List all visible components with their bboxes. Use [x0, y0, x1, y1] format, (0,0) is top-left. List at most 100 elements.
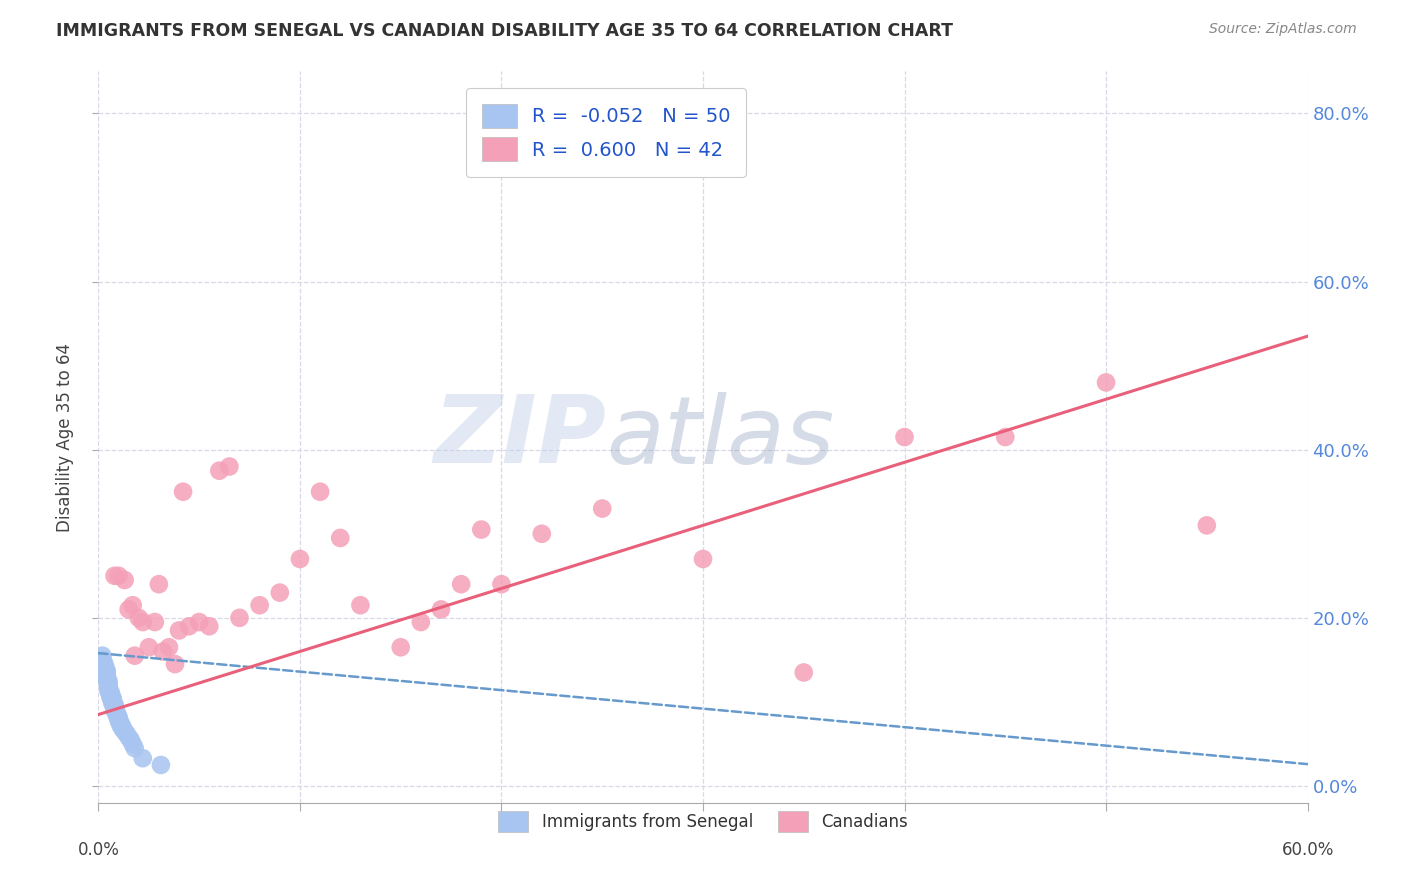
Point [103, 569, 125, 583]
Point [107, 714, 129, 728]
Point [107, 712, 129, 726]
Point [100, 688, 122, 702]
Point [115, 727, 138, 741]
Point [96, 665, 118, 680]
Point [470, 523, 492, 537]
Point [97, 680, 120, 694]
Text: IMMIGRANTS FROM SENEGAL VS CANADIAN DISABILITY AGE 35 TO 64 CORRELATION CHART: IMMIGRANTS FROM SENEGAL VS CANADIAN DISA… [56, 22, 953, 40]
Point [1095, 376, 1118, 390]
Point [118, 730, 141, 744]
Text: atlas: atlas [606, 392, 835, 483]
Point [152, 644, 174, 658]
Point [103, 701, 125, 715]
Point [172, 484, 194, 499]
Point [96, 663, 118, 677]
Point [309, 484, 332, 499]
Point [110, 718, 132, 732]
Point [93, 661, 115, 675]
Point [91, 655, 114, 669]
Point [101, 697, 124, 711]
Point [491, 577, 513, 591]
Point [132, 751, 155, 765]
Point [228, 611, 250, 625]
Point [105, 707, 128, 722]
Point [1195, 518, 1218, 533]
Point [97, 678, 120, 692]
Point [91, 657, 114, 671]
Point [208, 464, 231, 478]
Point [124, 741, 146, 756]
Point [149, 758, 172, 772]
Point [93, 659, 115, 673]
Point [450, 577, 472, 591]
Point [143, 615, 166, 629]
Point [97, 682, 120, 697]
Legend: Immigrants from Senegal, Canadians: Immigrants from Senegal, Canadians [492, 805, 914, 838]
Point [96, 668, 118, 682]
Point [96, 670, 118, 684]
Point [121, 599, 143, 613]
Point [93, 657, 115, 671]
Point [93, 663, 115, 677]
Point [103, 703, 125, 717]
Point [132, 615, 155, 629]
Point [269, 585, 291, 599]
Point [148, 577, 170, 591]
Point [591, 501, 613, 516]
Point [249, 599, 271, 613]
Point [107, 569, 129, 583]
Point [157, 640, 180, 655]
Point [101, 690, 124, 705]
Text: 60.0%: 60.0% [1281, 840, 1334, 859]
Point [100, 685, 122, 699]
Point [91, 653, 114, 667]
Point [97, 676, 120, 690]
Point [96, 672, 118, 686]
Point [101, 695, 124, 709]
Point [188, 615, 211, 629]
Y-axis label: Disability Age 35 to 64: Disability Age 35 to 64 [56, 343, 75, 532]
Point [118, 602, 141, 616]
Point [103, 699, 125, 714]
Point [128, 611, 150, 625]
Point [893, 430, 915, 444]
Point [105, 705, 128, 719]
Point [114, 573, 136, 587]
Point [111, 720, 134, 734]
Point [389, 640, 412, 655]
Point [692, 552, 714, 566]
Point [107, 710, 129, 724]
Point [114, 724, 136, 739]
Point [167, 624, 190, 638]
Point [138, 640, 160, 655]
Point [111, 722, 134, 736]
Point [91, 648, 114, 663]
Point [96, 665, 118, 680]
Point [110, 715, 132, 730]
Point [97, 684, 120, 698]
Point [198, 619, 221, 633]
Point [163, 657, 186, 671]
Point [288, 552, 311, 566]
Point [124, 648, 146, 663]
Point [179, 619, 201, 633]
Point [994, 430, 1017, 444]
Point [120, 732, 142, 747]
Point [530, 526, 553, 541]
Text: Source: ZipAtlas.com: Source: ZipAtlas.com [1209, 22, 1357, 37]
Text: ZIP: ZIP [433, 391, 606, 483]
Point [100, 686, 122, 700]
Point [409, 615, 432, 629]
Point [329, 531, 352, 545]
Point [100, 690, 122, 705]
Point [349, 599, 371, 613]
Text: 0.0%: 0.0% [77, 840, 120, 859]
Point [96, 673, 118, 688]
Point [103, 698, 125, 712]
Point [793, 665, 815, 680]
Point [97, 673, 120, 688]
Point [101, 692, 124, 706]
Point [430, 602, 453, 616]
Point [121, 737, 143, 751]
Point [218, 459, 240, 474]
